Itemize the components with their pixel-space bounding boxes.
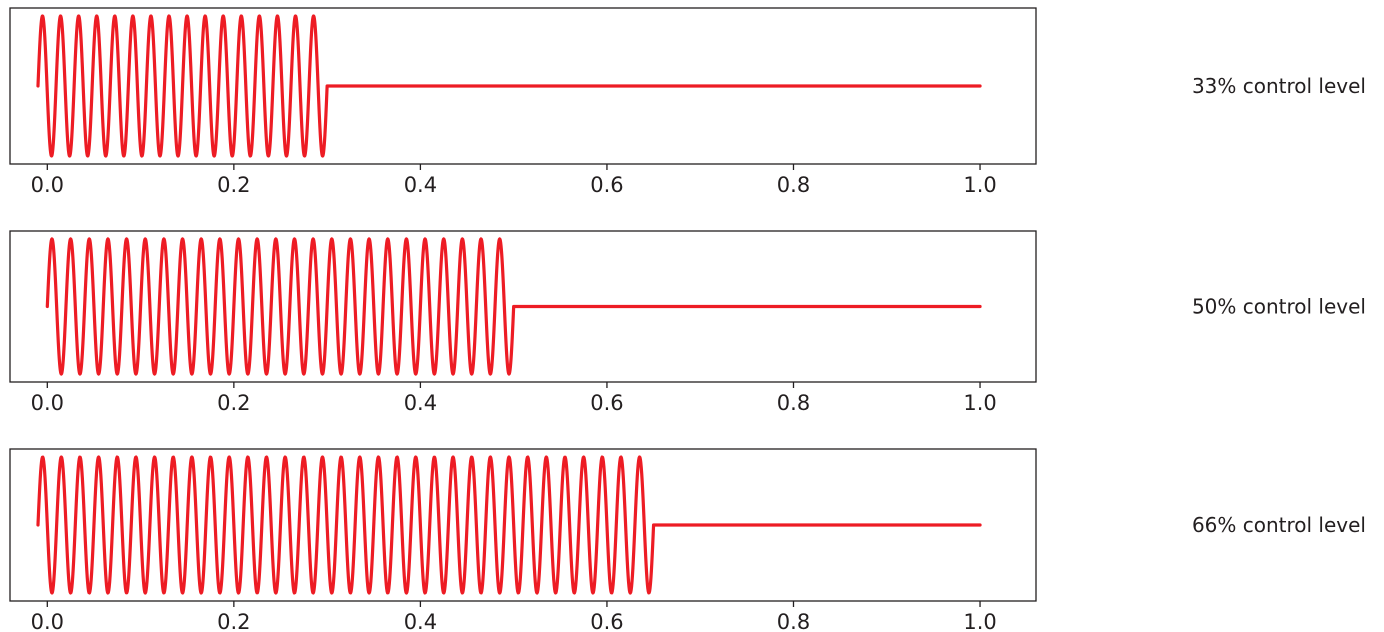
x-tick-label: 1.0 [963,173,996,197]
chart-panel-1: 0.0 0.2 0.4 0.6 0.8 1.0 33% control level [9,7,1366,197]
x-tick-label: 0.8 [777,173,810,197]
plot-frame [9,448,1037,602]
plot-frame [9,230,1037,383]
x-tick-label: 0.6 [590,391,623,415]
x-tick-label: 0.0 [31,391,64,415]
x-tick-label: 0.6 [590,173,623,197]
x-tick-label: 0.2 [217,173,250,197]
chart-panel-3: 0.0 0.2 0.4 0.6 0.8 1.0 66% control level [9,448,1366,632]
x-tick-label: 0.2 [217,391,250,415]
plot-frame [9,7,1037,165]
x-tick-label: 1.0 [963,391,996,415]
chart-panel-2: 0.0 0.2 0.4 0.6 0.8 1.0 50% control level [9,230,1366,415]
x-tick-label: 0.0 [31,173,64,197]
x-tick-label: 0.2 [217,610,250,632]
signal-line [36,14,982,158]
x-tick-label: 0.0 [31,610,64,632]
control-level-label: 66% control level [1192,513,1366,537]
signal-line [36,455,982,595]
x-tick-label: 0.6 [590,610,623,632]
signal-line [45,237,982,376]
x-tick-label: 0.8 [777,610,810,632]
x-tick-label: 1.0 [963,610,996,632]
control-level-label: 50% control level [1192,295,1366,319]
control-level-label: 33% control level [1192,74,1366,98]
x-tick-label: 0.4 [404,391,437,415]
x-tick-label: 0.8 [777,391,810,415]
x-tick-label: 0.4 [404,173,437,197]
x-tick-label: 0.4 [404,610,437,632]
